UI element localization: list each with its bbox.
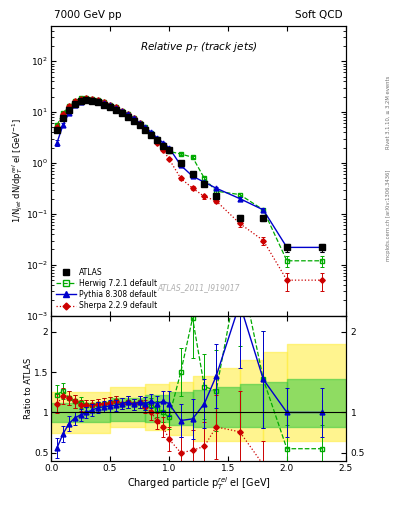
- Y-axis label: Ratio to ATLAS: Ratio to ATLAS: [24, 358, 33, 419]
- Text: ATLAS_2011_I919017: ATLAS_2011_I919017: [157, 284, 240, 292]
- Y-axis label: 1/N$_{jet}$ dN/dp$^{rel}_{T}$ el [GeV$^{-1}$]: 1/N$_{jet}$ dN/dp$^{rel}_{T}$ el [GeV$^{…: [10, 118, 25, 223]
- Text: Rivet 3.1.10, ≥ 3.2M events: Rivet 3.1.10, ≥ 3.2M events: [386, 76, 391, 150]
- X-axis label: Charged particle p$_{T}^{rel}$ el [GeV]: Charged particle p$_{T}^{rel}$ el [GeV]: [127, 475, 270, 492]
- Text: Relative $p_T$ (track jets): Relative $p_T$ (track jets): [140, 40, 257, 54]
- Text: 7000 GeV pp: 7000 GeV pp: [54, 10, 121, 20]
- Text: mcplots.cern.ch [arXiv:1306.3436]: mcplots.cern.ch [arXiv:1306.3436]: [386, 169, 391, 261]
- Text: Soft QCD: Soft QCD: [295, 10, 343, 20]
- Legend: ATLAS, Herwig 7.2.1 default, Pythia 8.308 default, Sherpa 2.2.9 default: ATLAS, Herwig 7.2.1 default, Pythia 8.30…: [55, 266, 158, 312]
